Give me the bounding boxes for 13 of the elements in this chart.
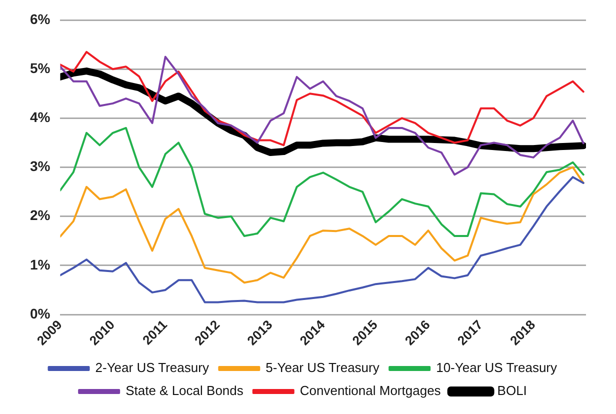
legend-label: 2-Year US Treasury — [95, 360, 210, 376]
legend-label: State & Local Bonds — [126, 383, 244, 398]
legend-label: 10-Year US Treasury — [436, 360, 558, 376]
y-tick-label: 0% — [30, 305, 51, 322]
y-tick-label: 5% — [30, 60, 51, 76]
legend-label: BOLI — [497, 383, 527, 398]
y-tick-label: 6% — [30, 10, 51, 27]
y-tick-label: 4% — [30, 109, 51, 126]
y-tick-label: 1% — [30, 256, 51, 272]
y-tick-label: 3% — [30, 158, 51, 174]
legend-label: 5-Year US Treasury — [266, 360, 380, 376]
legend-label: Conventional Mortgages — [300, 383, 442, 398]
y-tick-label: 2% — [30, 207, 51, 224]
